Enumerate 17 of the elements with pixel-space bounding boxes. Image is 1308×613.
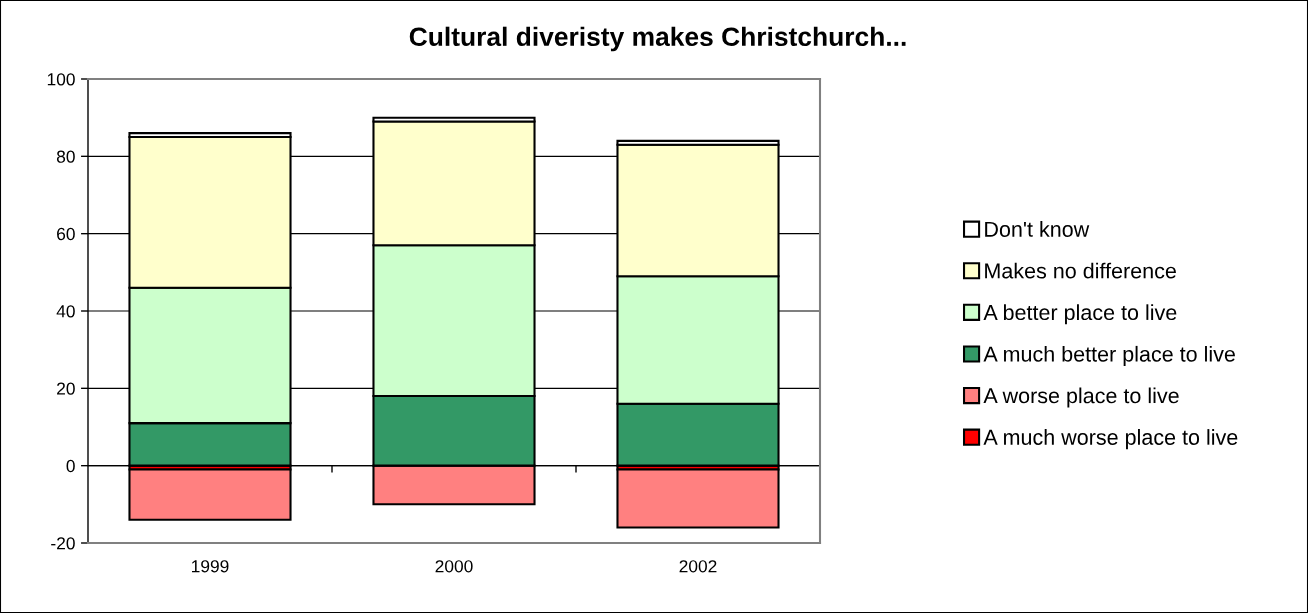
y-tick-label: 40	[56, 305, 75, 318]
legend-label: Don't know	[985, 221, 1090, 237]
x-tick-label: 2000	[435, 560, 473, 573]
legend-label: A better place to live	[983, 304, 1177, 325]
y-tick-label: -20	[51, 537, 75, 550]
legend-label: A much better place to live	[983, 345, 1235, 366]
y-tick-label: 60	[57, 227, 75, 241]
legend-label: A worse place to live	[983, 387, 1179, 408]
y-tick-label: 20	[57, 382, 75, 395]
y-tick-label: 0	[66, 459, 75, 473]
chart-title: Cultural diveristy makes Christchurch...	[409, 26, 906, 52]
y-tick-label: 80	[56, 150, 75, 163]
y-tick-label: 100	[47, 73, 75, 86]
x-tick-label: 2002	[679, 560, 717, 573]
legend-label: A much worse place to live	[983, 429, 1238, 450]
legend-label: Makes no difference	[985, 262, 1176, 279]
x-tick-label: 1999	[192, 560, 229, 573]
